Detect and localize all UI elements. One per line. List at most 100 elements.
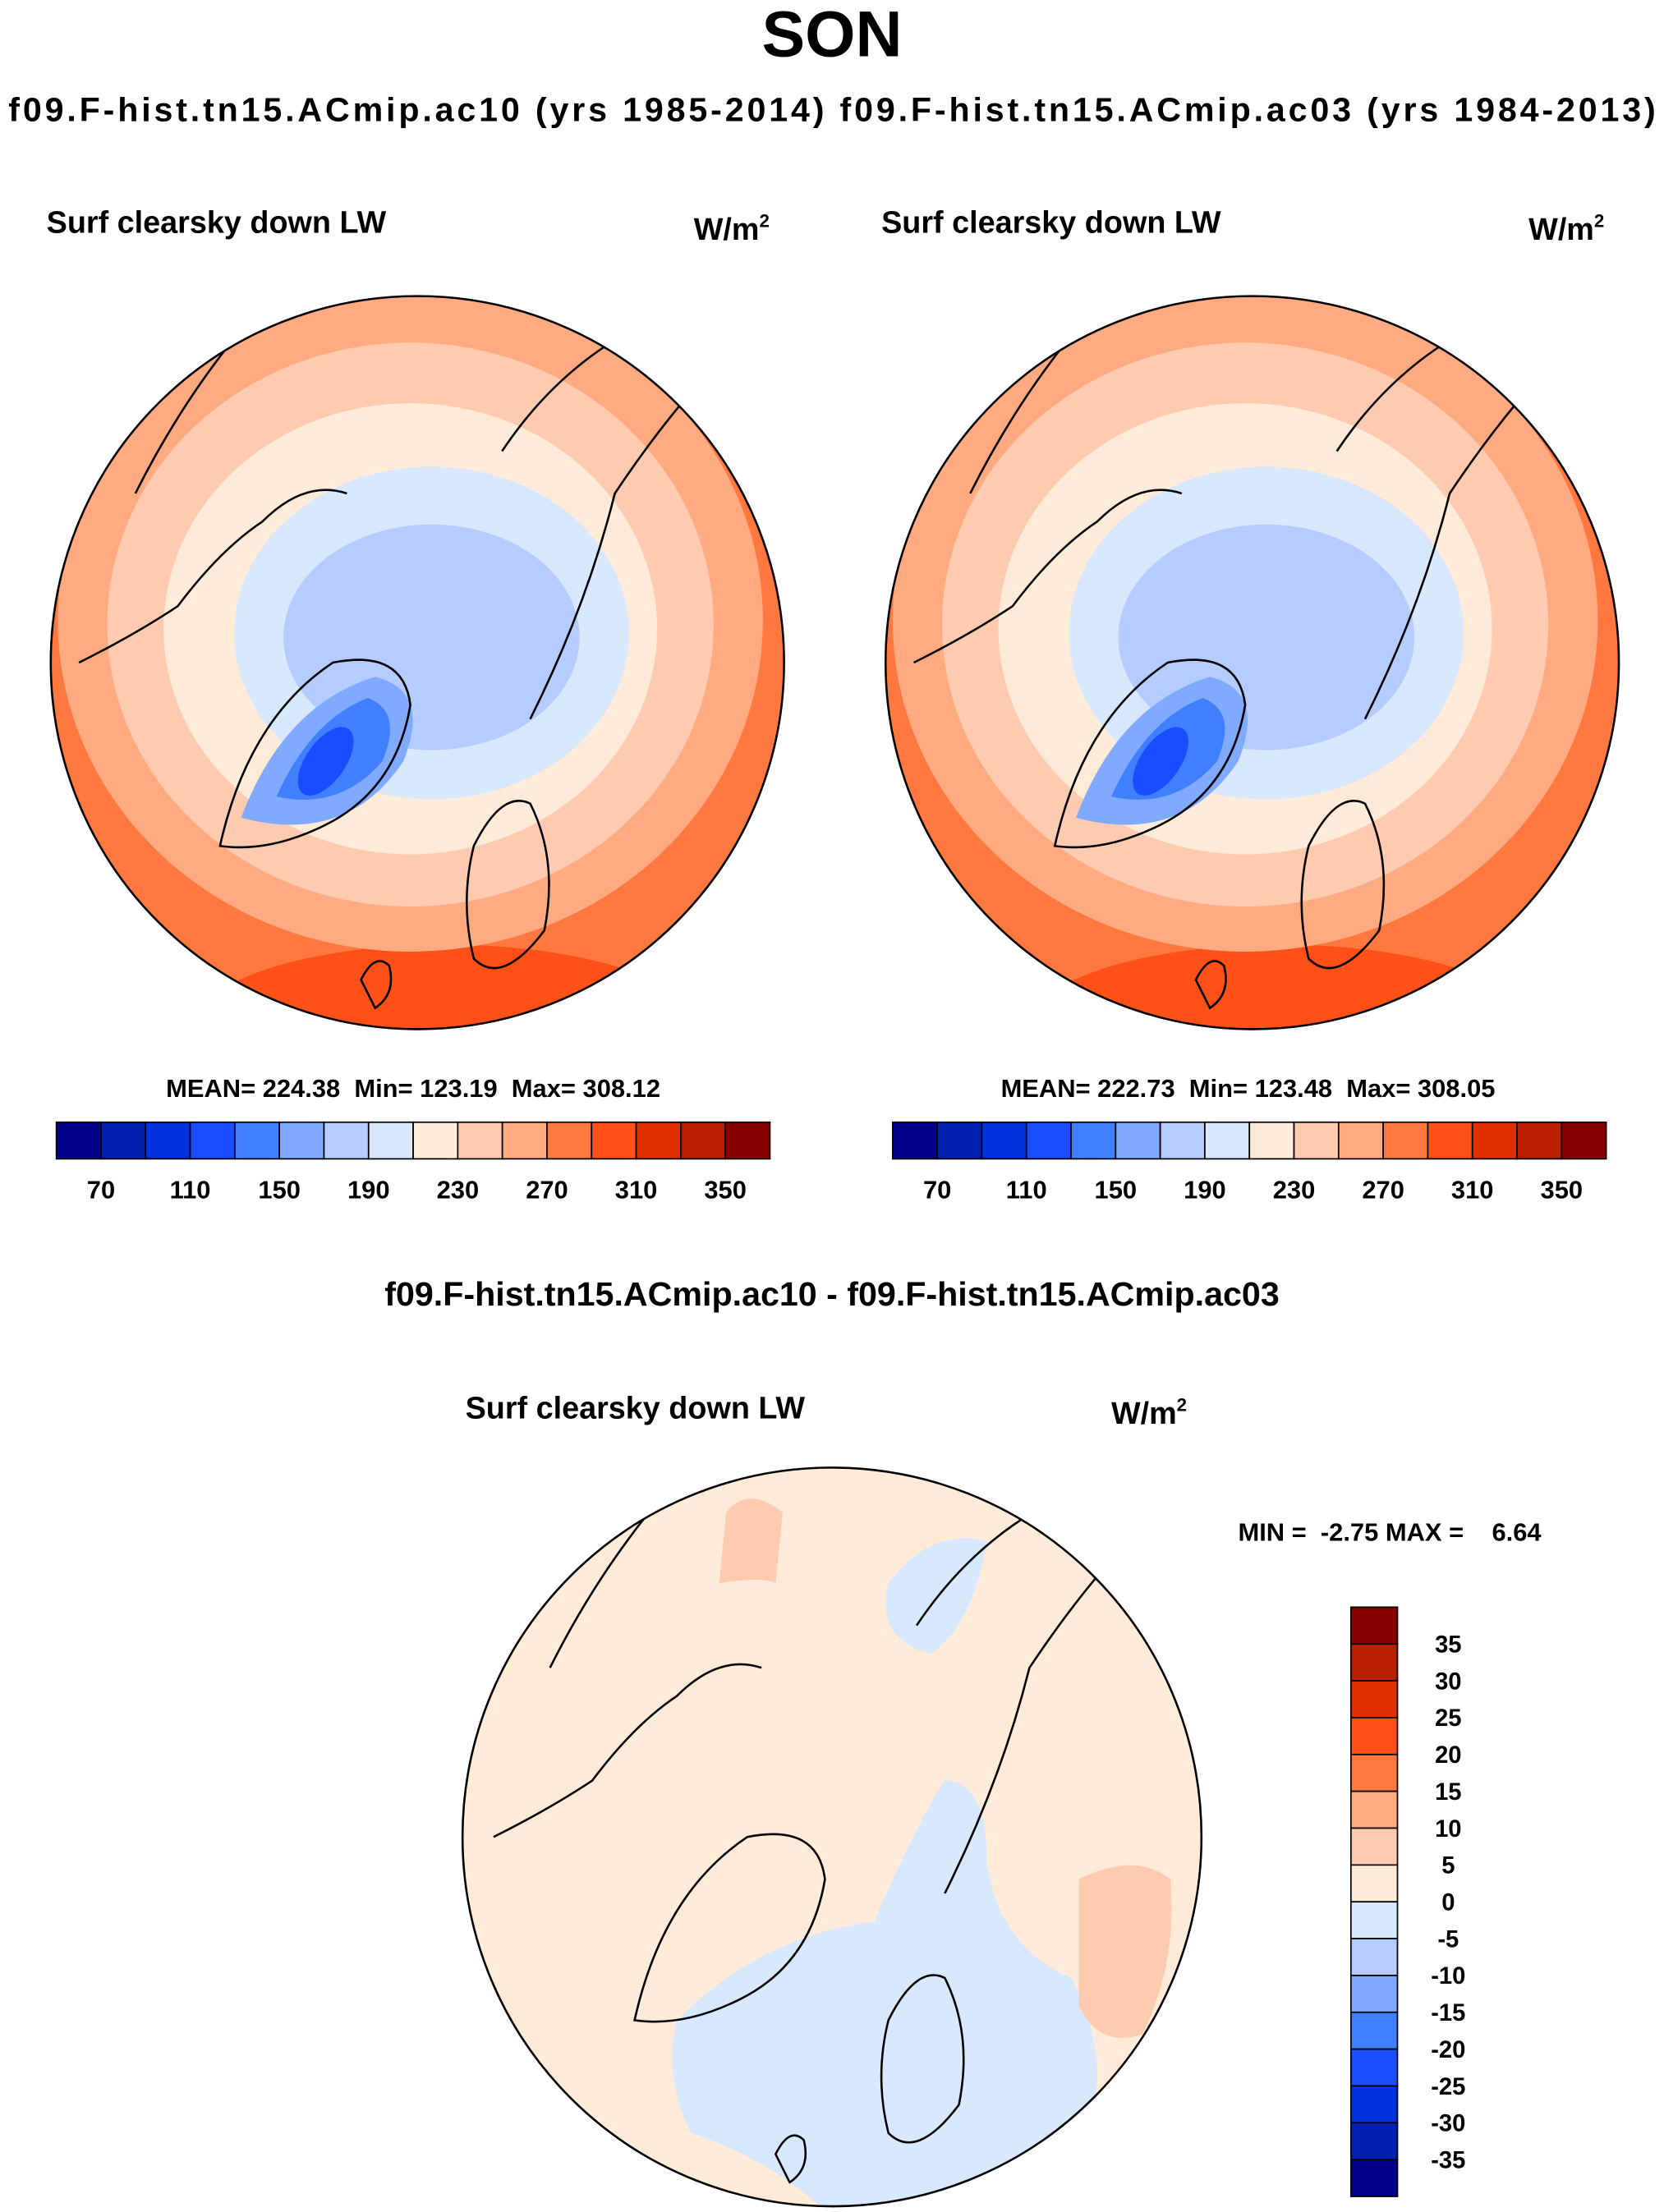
colorbar-tick-label: 230 (437, 1175, 480, 1204)
colorbar-cell (145, 1121, 191, 1160)
colorbar-cell (1337, 1121, 1384, 1160)
colorbar-cell (1427, 1121, 1473, 1160)
coastline (1053, 659, 1247, 849)
colorbar-cell (1349, 2048, 1399, 2087)
panel1-stats: MEAN= 224.38 Min= 123.19 Max= 308.12 (166, 1074, 660, 1103)
colorbar-cell (1248, 1121, 1295, 1160)
panel1-colorbar: 70 110 150 190 230 270 310 350 (55, 1121, 771, 1204)
colorbar-tick-label: 310 (615, 1175, 658, 1204)
colorbar-tick-label: 270 (1362, 1175, 1404, 1204)
greenland-low (297, 727, 354, 796)
colorbar-cell (1349, 1864, 1399, 1903)
colorbar-tick-label: 270 (526, 1175, 568, 1204)
colorbar-cell (412, 1121, 459, 1160)
colorbar-cell (1349, 2011, 1399, 2050)
colorbar-cell (1349, 2085, 1399, 2124)
colorbar-cell (1349, 2159, 1399, 2197)
diff-map (462, 1467, 1202, 2207)
colorbar-cell (1349, 1643, 1399, 1682)
colorbar-cell (367, 1121, 414, 1160)
colorbar-cell (1349, 1975, 1399, 2013)
colorbar-cell (1516, 1121, 1563, 1160)
colorbar-tick-label: 230 (1273, 1175, 1316, 1204)
diff-units: W/m2 (1111, 1395, 1187, 1431)
colorbar-cell (1349, 1606, 1399, 1645)
colorbar-cell (278, 1121, 325, 1160)
diff-stats: MIN = -2.75 MAX = 6.64 (1238, 1518, 1542, 1547)
colorbar-tick-label: 20 (1435, 1742, 1461, 1769)
greenland-low (1133, 727, 1188, 796)
colorbar-tick-label: 350 (704, 1175, 747, 1204)
panel1-variable: Surf clearsky down LW (47, 205, 387, 240)
colorbar-tick-label: 190 (1184, 1175, 1226, 1204)
field-band (191, 944, 700, 1030)
colorbar-cell (1349, 1680, 1399, 1719)
colorbar-tick-label: 0 (1441, 1890, 1455, 1916)
coastline (774, 2134, 807, 2184)
colorbar-tick-label: -5 (1437, 1926, 1459, 1953)
colorbar-cell (1349, 2122, 1399, 2161)
colorbar-tick-label: -30 (1431, 2111, 1465, 2137)
colorbar-cell (891, 1121, 938, 1160)
colorbar-tick-label: 150 (258, 1175, 301, 1204)
colorbar-cell (1561, 1121, 1607, 1160)
diff-map-border (461, 1466, 1203, 2208)
colorbar-tick-label: -25 (1431, 2074, 1465, 2100)
colorbar-tick-label: 190 (347, 1175, 390, 1204)
panel2-units: W/m2 (1528, 210, 1604, 246)
colorbar-cell (234, 1121, 281, 1160)
positive-anomaly (719, 1498, 783, 1584)
panel2-colorbar: 70 110 150 190 230 270 310 350 (891, 1121, 1607, 1204)
panel2-variable: Surf clearsky down LW (881, 205, 1221, 240)
colorbar-cell (323, 1121, 370, 1160)
colorbar-cell (1349, 1827, 1399, 1866)
figure-title: SON (761, 0, 902, 71)
figure-subtitle: f09.F-hist.tn15.ACmip.ac10 (yrs 1985-201… (8, 91, 1655, 129)
colorbar-tick-label: -35 (1431, 2148, 1465, 2174)
colorbar-cell (189, 1121, 236, 1160)
diff-colorbar: -35 -30 -25 -20 -15 -10 -5 0 5 10 15 20 25 30 35 (1349, 1606, 1465, 2197)
colorbar-tick-label: 110 (1006, 1175, 1047, 1204)
coastline (633, 1833, 826, 2023)
colorbar-tick-label: -15 (1431, 2000, 1465, 2026)
coastline (1300, 800, 1386, 970)
colorbar-tick-label: 150 (1095, 1175, 1138, 1204)
colorbar-cell (546, 1121, 593, 1160)
negative-anomaly (672, 1780, 1097, 2207)
colorbar-cell (1471, 1121, 1518, 1160)
colorbar-cell (55, 1121, 102, 1160)
colorbar-tick-label: -20 (1431, 2037, 1465, 2063)
colorbar-tick-label: 310 (1451, 1175, 1494, 1204)
colorbar-cell (936, 1121, 983, 1160)
field-band (1026, 944, 1535, 1030)
colorbar-cell (1159, 1121, 1206, 1160)
panel1-units: W/m2 (694, 210, 770, 246)
colorbar-tick-label: 350 (1541, 1175, 1584, 1204)
colorbar-tick-label: 70 (923, 1175, 951, 1204)
colorbar-tick-label: 5 (1441, 1853, 1455, 1879)
panel1-map (50, 296, 784, 1030)
colorbar-cell (724, 1121, 771, 1160)
colorbar-cell (1115, 1121, 1161, 1160)
colorbar-cell (679, 1121, 727, 1160)
colorbar-cell (1349, 1753, 1399, 1792)
colorbar-cell (1349, 1901, 1399, 1939)
diff-variable: Surf clearsky down LW (466, 1391, 806, 1425)
colorbar-cell (1070, 1121, 1117, 1160)
panel2-stats: MEAN= 222.73 Min= 123.48 Max= 308.05 (1001, 1074, 1496, 1103)
colorbar-cell (635, 1121, 682, 1160)
coastline (466, 800, 550, 970)
colorbar-tick-label: 30 (1435, 1668, 1461, 1695)
colorbar-cell (1025, 1121, 1072, 1160)
colorbar-tick-label: 10 (1435, 1816, 1461, 1843)
colorbar-cell (591, 1121, 637, 1160)
colorbar-cell (100, 1121, 147, 1160)
colorbar-cell (1204, 1121, 1251, 1160)
colorbar-tick-label: 110 (170, 1175, 211, 1204)
panel2-map-border (884, 295, 1620, 1030)
colorbar-tick-label: -10 (1431, 1963, 1465, 1989)
panel1-map-border (49, 295, 785, 1030)
negative-anomaly (885, 1538, 987, 1654)
colorbar-tick-label: 25 (1435, 1705, 1461, 1732)
coastline (880, 1974, 965, 2144)
